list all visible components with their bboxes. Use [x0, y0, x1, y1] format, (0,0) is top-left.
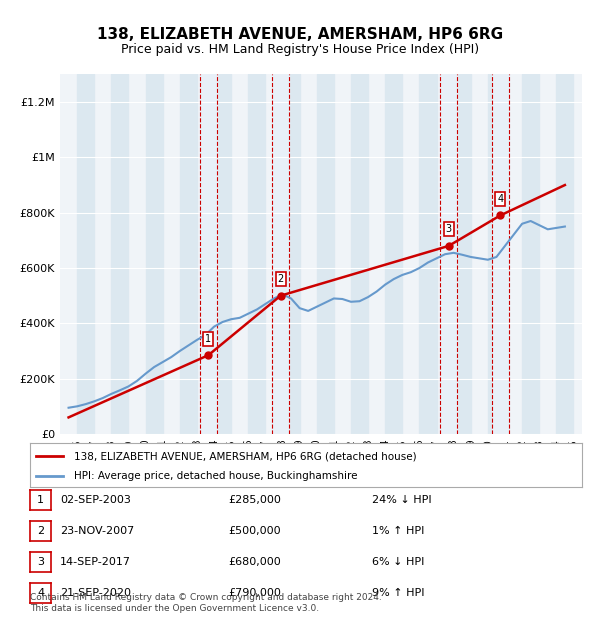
Text: 24% ↓ HPI: 24% ↓ HPI	[372, 495, 431, 505]
Bar	[419, 74, 437, 434]
Text: Price paid vs. HM Land Registry's House Price Index (HPI): Price paid vs. HM Land Registry's House …	[121, 43, 479, 56]
Text: 1: 1	[205, 334, 211, 343]
Bar	[522, 74, 539, 434]
Bar	[180, 74, 197, 434]
Bar	[146, 74, 163, 434]
Bar	[488, 74, 505, 434]
Text: 3: 3	[37, 557, 44, 567]
Bar	[77, 74, 94, 434]
Text: 3: 3	[446, 224, 452, 234]
Bar	[491, 74, 509, 434]
Text: 138, ELIZABETH AVENUE, AMERSHAM, HP6 6RG (detached house): 138, ELIZABETH AVENUE, AMERSHAM, HP6 6RG…	[74, 451, 417, 461]
Text: £790,000: £790,000	[228, 588, 281, 598]
Text: Contains HM Land Registry data © Crown copyright and database right 2024.
This d: Contains HM Land Registry data © Crown c…	[30, 593, 382, 613]
Bar	[214, 74, 231, 434]
Bar	[112, 74, 128, 434]
Bar	[556, 74, 574, 434]
Text: 1: 1	[37, 495, 44, 505]
Bar	[385, 74, 402, 434]
Text: 21-SEP-2020: 21-SEP-2020	[60, 588, 131, 598]
Text: HPI: Average price, detached house, Buckinghamshire: HPI: Average price, detached house, Buck…	[74, 471, 358, 481]
Bar	[283, 74, 299, 434]
Text: 14-SEP-2017: 14-SEP-2017	[60, 557, 131, 567]
Text: 2: 2	[277, 274, 284, 284]
Bar	[440, 74, 457, 434]
Bar	[272, 74, 289, 434]
Text: 02-SEP-2003: 02-SEP-2003	[60, 495, 131, 505]
Text: 1% ↑ HPI: 1% ↑ HPI	[372, 526, 424, 536]
Bar	[317, 74, 334, 434]
Text: £500,000: £500,000	[228, 526, 281, 536]
Text: £680,000: £680,000	[228, 557, 281, 567]
Text: 138, ELIZABETH AVENUE, AMERSHAM, HP6 6RG: 138, ELIZABETH AVENUE, AMERSHAM, HP6 6RG	[97, 27, 503, 42]
Bar	[351, 74, 368, 434]
Bar	[200, 74, 217, 434]
Text: 9% ↑ HPI: 9% ↑ HPI	[372, 588, 425, 598]
Bar	[248, 74, 265, 434]
Text: 2: 2	[37, 526, 44, 536]
Text: 6% ↓ HPI: 6% ↓ HPI	[372, 557, 424, 567]
Text: £285,000: £285,000	[228, 495, 281, 505]
Text: 23-NOV-2007: 23-NOV-2007	[60, 526, 134, 536]
Bar	[454, 74, 471, 434]
Text: 4: 4	[37, 588, 44, 598]
Text: 4: 4	[497, 194, 503, 204]
